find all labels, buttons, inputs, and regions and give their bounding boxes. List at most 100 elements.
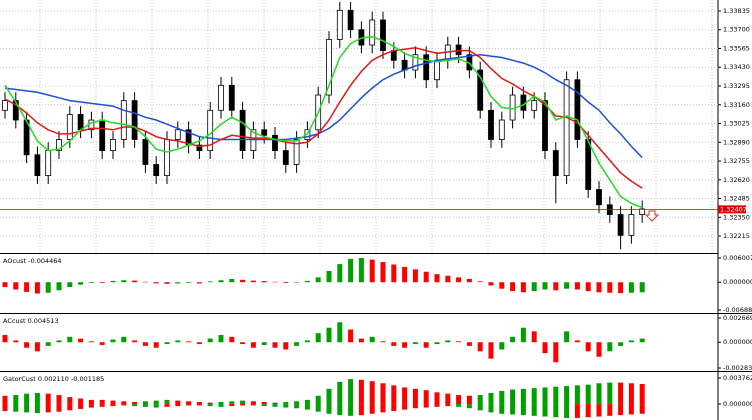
y-tick-label: 1.33835: [723, 7, 750, 15]
histogram-bar: [207, 338, 213, 343]
histogram-bar: [380, 404, 386, 413]
histogram-bar: [45, 342, 51, 346]
histogram-bar: [56, 340, 62, 343]
histogram-bar: [639, 383, 645, 405]
histogram-bar: [337, 381, 343, 405]
candle-body: [174, 129, 181, 140]
histogram-bar: [240, 342, 246, 345]
histogram-bar: [2, 334, 8, 343]
histogram-bar: [358, 338, 364, 343]
histogram-bar: [412, 269, 418, 283]
histogram-bar: [142, 281, 148, 283]
histogram-bar: [456, 277, 462, 283]
histogram-bar: [142, 342, 148, 346]
histogram-bar: [348, 404, 354, 416]
histogram-bar: [434, 342, 440, 345]
histogram-bar: [542, 342, 548, 354]
histogram-bar: [110, 339, 116, 343]
histogram-bar: [272, 404, 278, 407]
histogram-bar: [294, 401, 300, 405]
histogram-bar: [229, 279, 235, 283]
y-tick-label: 0.006007: [723, 254, 752, 262]
histogram-bar: [283, 401, 289, 405]
candle-body: [531, 100, 538, 111]
histogram-bar: [510, 336, 516, 343]
histogram-bar: [542, 282, 548, 290]
y-tick-label: 1.33025: [723, 120, 750, 128]
histogram-bar: [564, 331, 570, 343]
candle-body: [585, 139, 592, 190]
candle-body: [228, 84, 235, 111]
candle-body: [12, 100, 19, 121]
histogram-bar: [45, 393, 51, 405]
candle-body: [423, 54, 430, 81]
histogram-bar: [348, 329, 354, 343]
histogram-bar: [99, 399, 105, 405]
histogram-bar: [628, 340, 634, 343]
histogram-bar: [250, 280, 256, 283]
histogram-bar: [456, 404, 462, 407]
histogram-bar: [585, 384, 591, 405]
histogram-bar: [153, 282, 159, 284]
histogram-bar: [574, 404, 580, 418]
candle-body: [477, 69, 484, 111]
histogram-bar: [628, 404, 634, 415]
y-tick-label: -0.002835: [723, 364, 752, 372]
candle-body: [628, 214, 635, 236]
histogram-bar: [110, 281, 116, 283]
histogram-bar: [164, 282, 170, 284]
candle-body: [639, 208, 646, 215]
histogram-bar: [477, 342, 483, 352]
histogram-bar: [240, 404, 246, 406]
histogram-bar: [639, 338, 645, 343]
histogram-bar: [369, 336, 375, 343]
histogram-bar: [240, 400, 246, 405]
histogram-bar: [358, 404, 364, 416]
histogram-bar: [250, 401, 256, 405]
histogram-bar: [78, 398, 84, 405]
histogram-bar: [369, 381, 375, 405]
candle-body: [326, 39, 332, 96]
histogram-bar: [445, 393, 451, 405]
histogram-bar: [369, 404, 375, 414]
histogram-bar: [153, 342, 159, 348]
histogram-bar: [13, 340, 19, 343]
histogram-bar: [121, 280, 127, 283]
histogram-bar: [369, 259, 375, 283]
candle-body: [369, 19, 376, 46]
candle-body: [99, 119, 106, 152]
histogram-bar: [477, 281, 483, 283]
current-price-box: [718, 205, 746, 214]
histogram-bar: [196, 404, 202, 406]
histogram-bar: [261, 404, 267, 407]
histogram-bar: [304, 399, 310, 405]
histogram-bar: [283, 342, 289, 350]
histogram-bar: [596, 342, 602, 357]
y-tick-label: -0.006886: [723, 306, 752, 314]
histogram-bar: [315, 277, 321, 283]
histogram-bar: [304, 281, 310, 283]
histogram-bar: [531, 388, 537, 405]
histogram-bar: [380, 341, 386, 343]
histogram-bar: [499, 390, 505, 405]
candle-body: [77, 114, 84, 131]
y-tick-label: 1.32350: [723, 213, 750, 221]
histogram-bar: [348, 379, 354, 405]
histogram-bar: [34, 282, 40, 294]
histogram-bar: [229, 404, 235, 407]
histogram-bar: [520, 404, 526, 416]
histogram-bar: [337, 404, 343, 416]
histogram-bar: [553, 404, 559, 418]
y-tick-label: 1.32215: [723, 232, 750, 240]
histogram-bar: [488, 392, 494, 405]
histogram-bar: [510, 282, 516, 292]
histogram-bar: [445, 340, 451, 343]
histogram-bar: [477, 404, 483, 411]
histogram-bar: [391, 264, 397, 283]
histogram-bar: [499, 342, 505, 350]
candle-body: [347, 9, 354, 31]
histogram-bar: [261, 342, 267, 345]
histogram-bar: [412, 404, 418, 409]
y-tick-label: 1.32890: [723, 138, 750, 146]
